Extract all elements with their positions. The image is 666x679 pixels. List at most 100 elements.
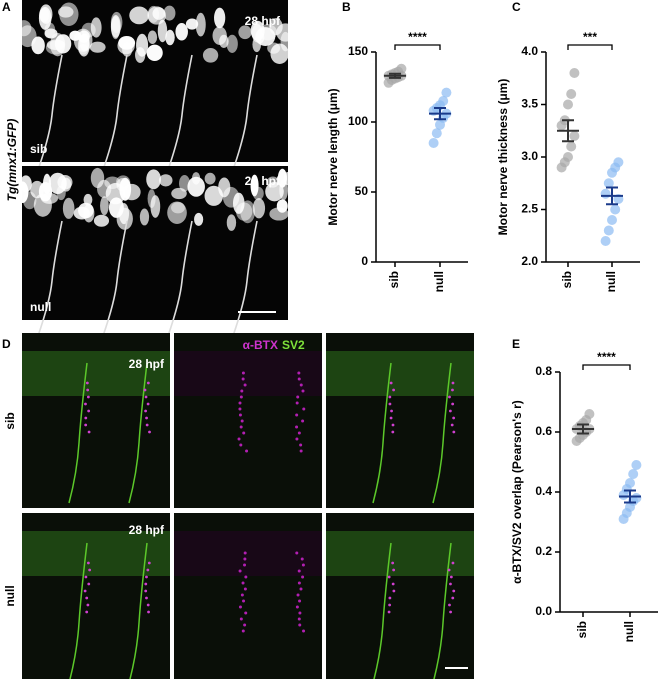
y-tick-label: 2.0 (521, 254, 538, 268)
x-tick-label: sib (560, 271, 574, 288)
puncta (302, 629, 306, 633)
x-tick-label: sib (387, 271, 401, 288)
puncta (451, 402, 455, 406)
cell-body (42, 173, 52, 195)
sem-bar (624, 489, 636, 504)
timepoint: 28 hpf (129, 523, 165, 537)
nerve (432, 362, 452, 504)
cell-body (73, 28, 93, 52)
cell-body (258, 24, 278, 41)
puncta (295, 401, 299, 405)
x-tick-label: null (432, 271, 446, 292)
cell-body (238, 25, 252, 40)
puncta (449, 575, 453, 579)
y-tick-label: 100 (348, 114, 368, 128)
sem-bar (389, 72, 401, 79)
puncta (449, 582, 452, 586)
puncta (243, 551, 247, 555)
y-tick-label: 150 (348, 44, 368, 58)
cell-body (136, 33, 149, 57)
puncta (296, 395, 300, 399)
cell-body (150, 195, 161, 218)
data-point (613, 157, 624, 168)
puncta (451, 388, 454, 392)
puncta (145, 575, 148, 579)
condition-label: null (30, 300, 51, 314)
data-point (569, 131, 580, 141)
puncta (299, 443, 303, 447)
puncta (448, 395, 451, 399)
cell-body (108, 197, 124, 218)
puncta (237, 437, 241, 441)
puncta (298, 623, 302, 627)
puncta (88, 568, 92, 572)
puncta (145, 596, 148, 600)
puncta (147, 561, 151, 565)
puncta (299, 383, 303, 387)
puncta (390, 409, 393, 413)
cell-body (195, 12, 206, 37)
significance-label: **** (597, 350, 616, 364)
data-point (625, 478, 635, 488)
puncta (301, 563, 305, 567)
cell-body (83, 193, 93, 206)
cell-body (110, 14, 121, 38)
puncta (297, 371, 301, 375)
y-tick-label: 50 (355, 184, 369, 198)
puncta (146, 381, 150, 385)
data-point (628, 469, 639, 479)
cell-body (212, 26, 227, 45)
puncta (448, 603, 451, 607)
y-tick-label: 4.0 (521, 44, 538, 58)
puncta (295, 605, 299, 609)
data-point (600, 188, 611, 199)
cell-body (146, 169, 161, 190)
cell-body (187, 176, 205, 197)
data-point (431, 128, 442, 139)
puncta (297, 617, 301, 621)
puncta (295, 413, 299, 417)
nerve (68, 362, 88, 504)
panel-label: B (342, 0, 351, 14)
puncta (85, 596, 89, 600)
puncta (144, 395, 148, 399)
puncta (84, 416, 88, 420)
stain-label: SV2 (282, 338, 305, 352)
puncta (241, 377, 245, 381)
puncta (86, 388, 90, 392)
data-point (428, 138, 439, 148)
data-point (563, 152, 573, 162)
band (326, 531, 474, 576)
cell-body (16, 181, 29, 204)
micrograph (22, 166, 288, 320)
data-point (563, 99, 573, 110)
micrographs (16, 0, 474, 679)
puncta (238, 401, 242, 405)
puncta (240, 593, 244, 597)
cell-body (147, 30, 158, 44)
puncta (387, 610, 391, 614)
nerve (37, 220, 63, 337)
puncta (297, 581, 301, 585)
y-tick-label: 0.6 (535, 424, 552, 438)
puncta (146, 402, 150, 406)
cell-body (93, 214, 110, 227)
panel-label: C (512, 0, 521, 14)
nerve (232, 220, 258, 337)
x-tick-label: sib (575, 621, 589, 638)
puncta (144, 589, 148, 593)
nerve (232, 54, 258, 171)
row-label: null (3, 585, 17, 606)
cell-body (139, 208, 150, 226)
puncta (242, 599, 246, 603)
puncta (85, 610, 89, 614)
puncta (239, 395, 243, 399)
puncta (387, 575, 391, 579)
cell-body (276, 199, 288, 213)
puncta (87, 582, 91, 586)
cell-body (38, 6, 52, 30)
puncta (85, 381, 89, 385)
cell-body (62, 197, 75, 219)
puncta (391, 561, 395, 565)
puncta (238, 605, 242, 609)
